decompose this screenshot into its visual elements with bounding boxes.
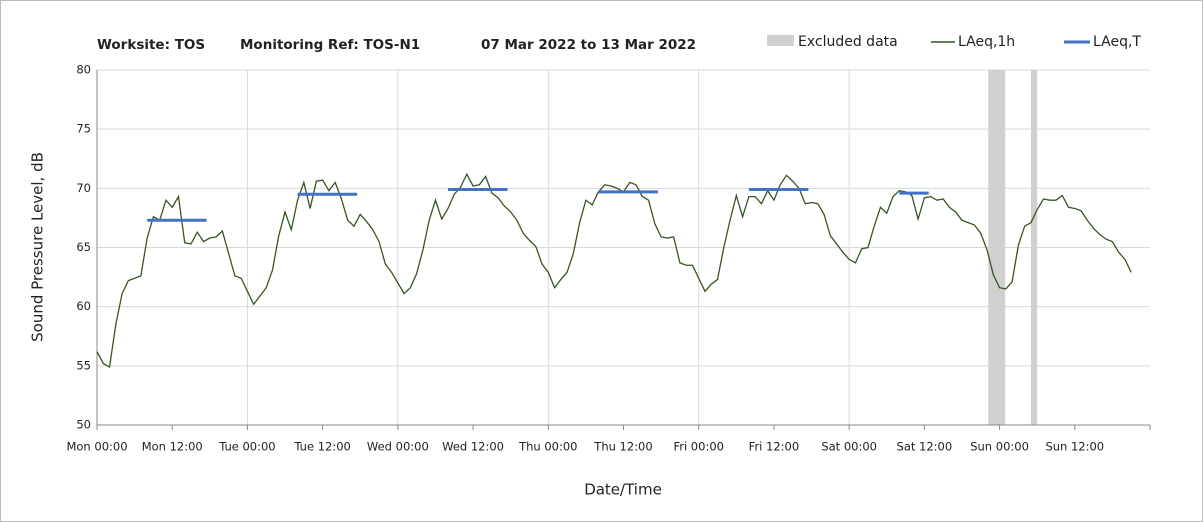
x-tick-label: Mon 00:00 (66, 440, 127, 454)
y-tick-label: 50 (76, 418, 91, 432)
x-tick-label: Sat 00:00 (821, 440, 877, 454)
x-tick-label: Sun 00:00 (970, 440, 1029, 454)
x-tick-label: Sun 12:00 (1045, 440, 1104, 454)
legend-label: LAeq,1h (958, 34, 1015, 50)
y-tick-label: 65 (76, 240, 91, 254)
chart-title: 07 Mar 2022 to 13 Mar 2022 (481, 37, 696, 53)
y-tick-label: 55 (76, 358, 91, 372)
chart-title: Worksite: TOS (97, 37, 205, 53)
x-axis-label: Date/Time (584, 481, 662, 499)
x-tick-label: Thu 12:00 (593, 440, 652, 454)
y-tick-label: 80 (76, 63, 91, 77)
legend-label: Excluded data (798, 34, 898, 50)
x-tick-label: Tue 00:00 (218, 440, 275, 454)
x-tick-label: Tue 12:00 (293, 440, 350, 454)
x-tick-label: Mon 12:00 (142, 440, 203, 454)
y-axis-label: Sound Pressure Level, dB (29, 152, 47, 342)
legend-swatch (767, 35, 794, 46)
legend-label: LAeq,T (1093, 34, 1141, 50)
x-tick-label: Wed 00:00 (367, 440, 429, 454)
excluded-band (1030, 70, 1038, 425)
x-tick-label: Sat 12:00 (897, 440, 953, 454)
chart-title: Monitoring Ref: TOS-N1 (240, 37, 420, 53)
y-tick-label: 70 (76, 181, 91, 195)
excluded-band (988, 70, 1006, 425)
x-tick-label: Thu 00:00 (518, 440, 577, 454)
y-tick-label: 60 (76, 299, 91, 313)
y-tick-label: 75 (76, 122, 91, 136)
x-tick-label: Wed 12:00 (442, 440, 504, 454)
x-tick-label: Fri 00:00 (673, 440, 724, 454)
series-line (96, 172, 1132, 369)
x-tick-label: Fri 12:00 (749, 440, 800, 454)
